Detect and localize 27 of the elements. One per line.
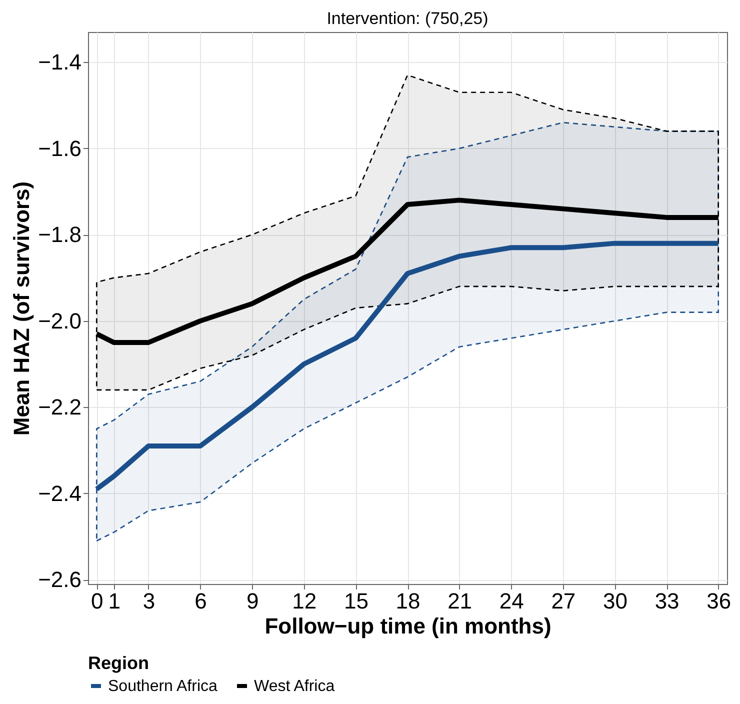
x-tick-label: 30	[603, 588, 628, 614]
legend-label: West Africa	[254, 678, 335, 695]
y-tick-label: −2.2	[38, 394, 82, 420]
x-tick-label: 15	[344, 588, 368, 614]
x-tick-label: 36	[706, 588, 732, 614]
y-axis-title: Mean HAZ (of survivors)	[9, 181, 34, 436]
x-tick-label: 27	[551, 588, 576, 614]
x-tick-label: 1	[108, 588, 121, 614]
x-tick-label: 33	[654, 588, 680, 614]
x-tick-label: 3	[142, 588, 156, 614]
x-tick-label: 0	[91, 588, 104, 614]
legend-label: Southern Africa	[108, 678, 218, 695]
y-tick-label: −2.4	[38, 480, 82, 506]
x-axis-title: Follow−up time (in months)	[264, 614, 552, 638]
chart-title: Intervention: (750,25)	[326, 9, 488, 28]
y-tick-label: −1.8	[38, 222, 82, 248]
x-tick-label: 21	[448, 588, 472, 614]
x-tick-label: 6	[194, 588, 207, 614]
y-tick-label: −1.6	[38, 136, 82, 161]
x-tick-label: 9	[246, 588, 259, 614]
legend-title: Region	[88, 653, 149, 673]
y-tick-label: −2.0	[38, 308, 82, 334]
x-tick-label: 12	[292, 588, 317, 614]
y-tick-label: −2.6	[38, 567, 82, 592]
x-tick-label: 18	[396, 588, 420, 614]
y-tick-label: −1.4	[38, 50, 82, 75]
x-tick-label: 24	[499, 588, 524, 614]
